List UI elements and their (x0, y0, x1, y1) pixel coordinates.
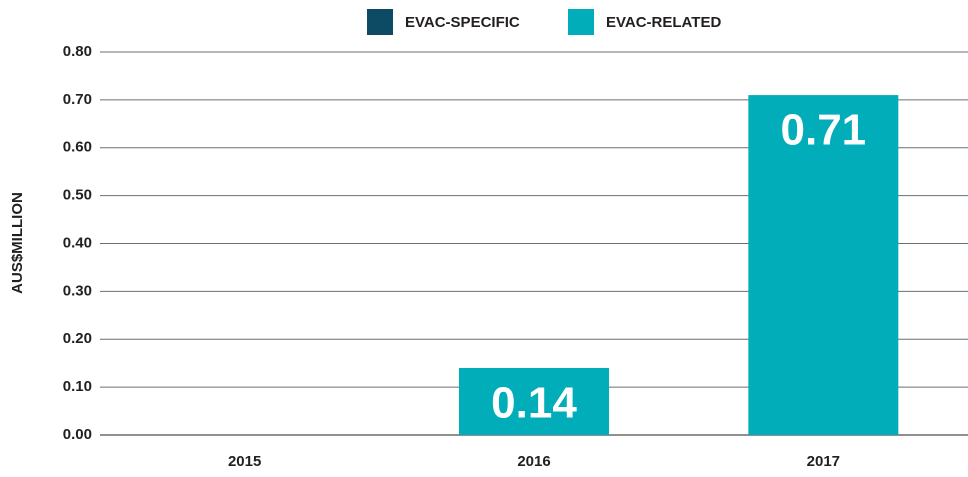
data-label: 0.14 (491, 379, 577, 428)
data-label: 0.71 (781, 106, 867, 155)
legend-swatch (367, 9, 393, 35)
y-tick-label: 0.80 (63, 43, 92, 60)
y-tick-label: 0.10 (63, 378, 92, 395)
y-tick-label: 0.30 (63, 282, 92, 299)
x-tick-label: 2016 (517, 453, 550, 470)
y-tick-label: 0.70 (63, 91, 92, 108)
y-tick-label: 0.00 (63, 426, 92, 443)
legend-label: EVAC-SPECIFIC (405, 14, 520, 31)
x-tick-label: 2015 (228, 453, 261, 470)
y-tick-label: 0.60 (63, 139, 92, 156)
x-tick-label: 2017 (807, 453, 840, 470)
legend-label: EVAC-RELATED (606, 14, 721, 31)
y-tick-label: 0.50 (63, 187, 92, 204)
y-tick-label: 0.40 (63, 234, 92, 251)
bar (459, 367, 609, 435)
bar (748, 95, 899, 436)
y-tick-label: 0.20 (63, 330, 92, 347)
legend-swatch (568, 9, 594, 35)
y-axis-label: AUS$MILLION (9, 192, 26, 294)
